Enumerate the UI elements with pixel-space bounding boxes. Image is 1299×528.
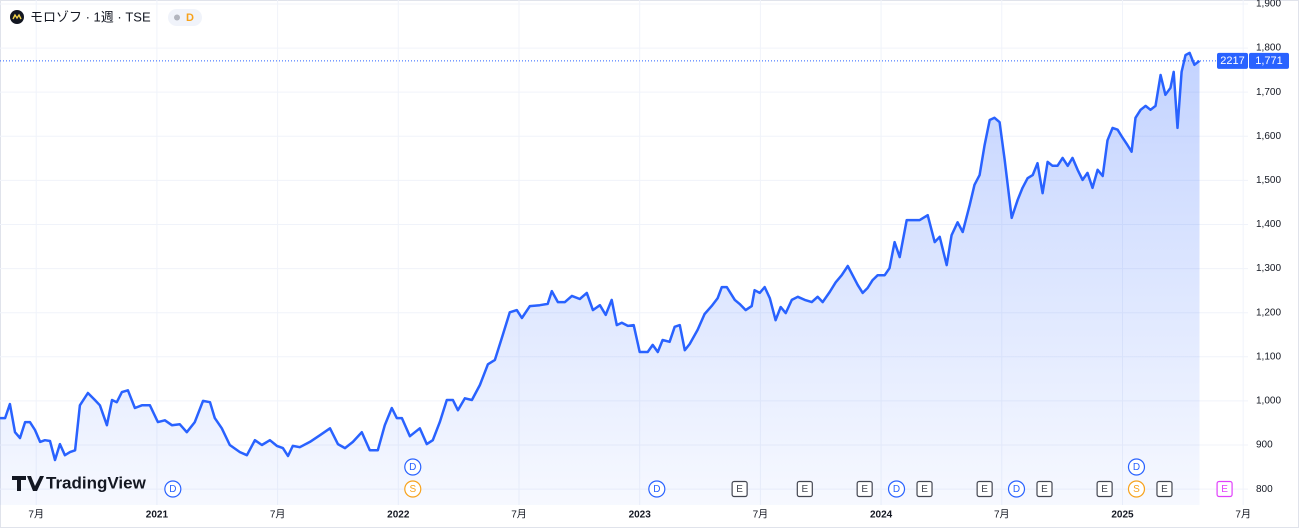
last-price-label: 1,771 [1255, 55, 1283, 67]
event-label: D [169, 484, 176, 495]
event-marker [404, 480, 422, 498]
header: モロゾフ · 1週 · TSE D [10, 9, 202, 26]
x-tick-label: 7月 [994, 509, 1010, 521]
event-marker [1127, 458, 1146, 476]
y-tick-label: 900 [1256, 440, 1273, 451]
event-label: E [1161, 484, 1168, 495]
event-marker [1036, 480, 1053, 498]
watermark: TradingView [12, 473, 147, 492]
events: D SDD E E E D E E D E E SDE E [164, 458, 1233, 498]
event-marker [1156, 480, 1173, 498]
symbol-title: モロゾフ · 1週 · TSE [30, 9, 151, 24]
price-labels: 2217 1,771 [0, 52, 1289, 69]
y-tick-label: 1,000 [1256, 396, 1281, 407]
x-tick-label: 7月 [270, 509, 286, 521]
event-label: E [1221, 484, 1228, 495]
event-marker [404, 458, 422, 476]
event-label: D [653, 484, 660, 495]
y-tick-label: 1,800 [1256, 43, 1281, 54]
plot [0, 51, 1201, 506]
watermark-text: TradingView [46, 473, 147, 492]
x-tick-label: 7月 [511, 509, 527, 521]
x-tick-label: 2021 [146, 510, 169, 521]
symbol-icon-mark [12, 13, 22, 20]
event-marker [976, 480, 993, 498]
price-line [0, 51, 1201, 462]
y-tick-label: 1,200 [1256, 307, 1281, 318]
event-marker [1127, 480, 1146, 498]
y-tick-label: 1,100 [1256, 351, 1281, 362]
last-price-bg [1249, 52, 1289, 69]
event-marker [1096, 480, 1113, 498]
event-label: S [409, 484, 416, 495]
event-label: E [921, 484, 928, 495]
event-label: E [1041, 484, 1048, 495]
event-label: D [409, 462, 416, 473]
event-marker [796, 480, 813, 498]
event-marker [916, 480, 933, 498]
y-tick-label: 1,500 [1256, 175, 1281, 186]
event-label: E [736, 484, 743, 495]
event-label: D [1013, 484, 1020, 495]
x-tick-label: 7月 [1235, 509, 1251, 521]
y-tick-label: 800 [1256, 484, 1273, 495]
event-marker [856, 480, 873, 498]
badge: D [186, 12, 194, 24]
x-tick-label: 2024 [870, 510, 893, 521]
event-label: E [981, 484, 988, 495]
x-tick-label: 2023 [629, 510, 652, 521]
event-label: D [1133, 462, 1140, 473]
y-tick-label: 1,900 [1256, 0, 1281, 10]
watermark-logo [12, 476, 44, 491]
symbol-code-bg [1217, 52, 1248, 69]
event-label: D [893, 484, 900, 495]
event-label: E [861, 484, 868, 495]
x-tick-label: 7月 [753, 509, 769, 521]
event-label: E [801, 484, 808, 495]
symbol-code: 2217 [1220, 55, 1244, 67]
y-tick-label: 1,600 [1256, 131, 1281, 142]
event-marker [731, 480, 748, 498]
event-marker [887, 480, 906, 498]
x-tick-label: 7月 [28, 509, 44, 521]
badge-dot [174, 14, 180, 21]
event-marker [164, 480, 182, 498]
event-marker [1216, 480, 1233, 498]
x-tick-label: 2025 [1111, 510, 1134, 521]
area [0, 52, 1200, 506]
y-tick-label: 1,300 [1256, 263, 1281, 274]
event-label: E [1101, 484, 1108, 495]
x-tick-label: 2022 [387, 510, 410, 521]
event-marker [648, 480, 666, 498]
badge-bg [168, 9, 202, 26]
event-marker [1007, 480, 1026, 498]
event-label: S [1133, 484, 1140, 495]
y-tick-label: 1,700 [1256, 87, 1281, 98]
y-tick-label: 1,400 [1256, 219, 1281, 230]
